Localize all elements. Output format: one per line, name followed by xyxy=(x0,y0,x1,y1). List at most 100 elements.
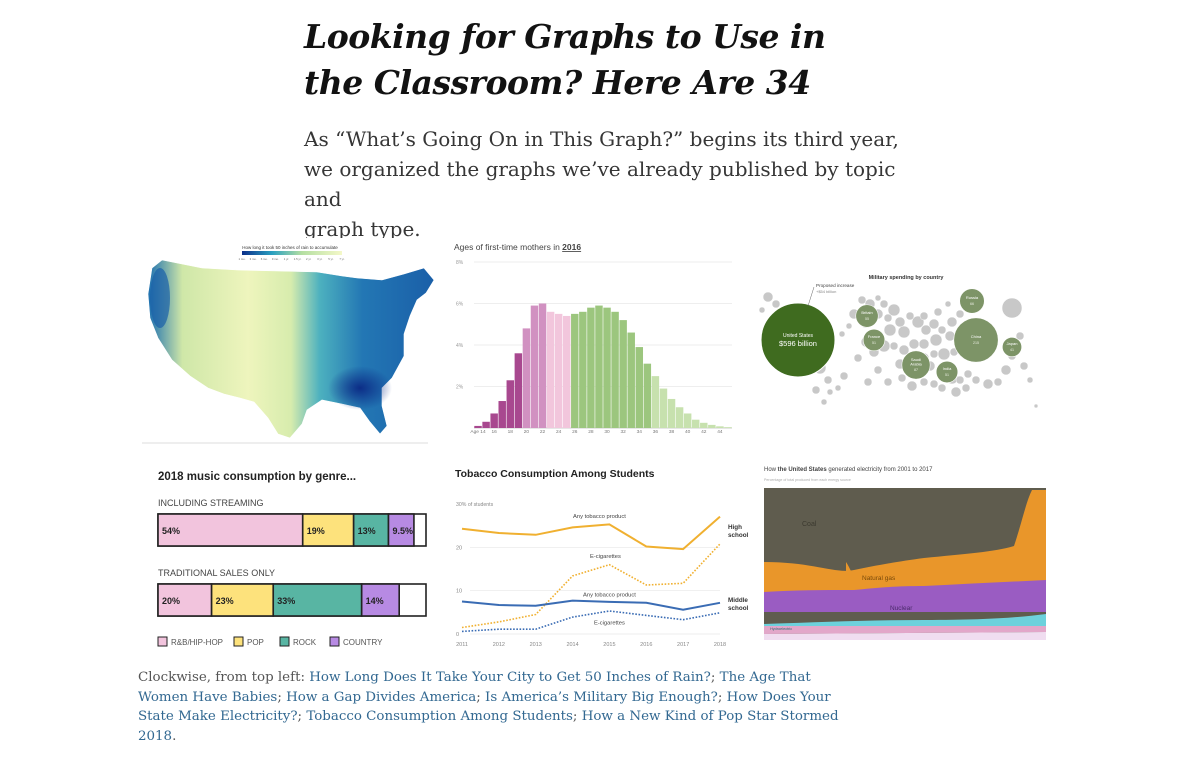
tobacco-end-label: school xyxy=(728,532,749,539)
other-country-bubble xyxy=(906,380,918,392)
country-value: 51 xyxy=(872,341,876,345)
tobacco-inline-label: E-cigarettes xyxy=(594,620,625,626)
music-segment-label: 33% xyxy=(277,596,295,606)
caption-separator: ; xyxy=(572,709,582,724)
mothers-bar xyxy=(683,413,692,428)
other-country-bubble xyxy=(955,309,965,319)
music-segment xyxy=(301,513,355,547)
mothers-xtick-label: 16 xyxy=(491,429,497,434)
caption-link[interactable]: How a Gap Divides America xyxy=(286,689,477,705)
tobacco-xtick-label: 2017 xyxy=(677,642,689,648)
caption-link[interactable]: How Does Your State Make Electricity? xyxy=(138,689,831,725)
tobacco-xtick-label: 2013 xyxy=(530,642,542,648)
tobacco-line xyxy=(461,543,721,629)
mothers-bar xyxy=(522,328,531,428)
us-bubble-value: $596 billion xyxy=(779,339,817,348)
tobacco-inline-label: Any tobacco product xyxy=(583,592,636,598)
tobacco-ytick-label: 10 xyxy=(456,589,462,595)
mothers-xtick-label: 26 xyxy=(572,429,578,434)
mothers-bar xyxy=(546,311,555,428)
rain-legend-label: 1 yr. xyxy=(284,257,290,261)
other-country-bubble xyxy=(919,377,929,387)
music-segment xyxy=(352,513,390,547)
mothers-bar xyxy=(643,363,652,428)
mothers-xtick-label: 42 xyxy=(701,429,707,434)
tobacco-xtick-label: 2014 xyxy=(566,642,578,648)
country-bubble xyxy=(953,317,999,363)
mothers-xtick-label: 44 xyxy=(717,429,723,434)
image-caption: Clockwise, from top left: How Long Does … xyxy=(138,668,858,746)
pacific-northwest-region xyxy=(150,268,170,328)
country-bubble xyxy=(862,328,886,352)
other-country-bubble xyxy=(929,379,939,389)
country-name: India xyxy=(943,366,952,371)
mothers-bar xyxy=(571,313,579,428)
music-segment xyxy=(157,513,304,547)
natural-gas-label: Natural gas xyxy=(862,575,896,582)
music-legend: R&B/HIP-HOP POP ROCK COUNTRY xyxy=(157,636,383,647)
mothers-bar xyxy=(708,424,716,428)
caption-link[interactable]: How a New Kind of Pop Star Stormed 2018 xyxy=(138,709,839,744)
country-name: China xyxy=(971,334,982,339)
area-hydroelectric xyxy=(764,614,1046,626)
rain-legend-title: How long it took 50 inches of rain to ac… xyxy=(242,245,338,250)
mothers-bar xyxy=(716,426,724,428)
other-country-bubble xyxy=(863,377,873,387)
music-segment-label: 19% xyxy=(307,526,325,536)
caption-prefix: Clockwise, from top left: xyxy=(138,670,310,685)
other-country-bubble xyxy=(758,306,766,314)
music-legend-label: COUNTRY xyxy=(343,638,383,647)
other-country-bubble xyxy=(834,384,842,392)
caption-link[interactable]: The Age That Women Have Babies xyxy=(138,670,811,705)
mothers-ytick-label: 8% xyxy=(456,260,464,266)
country-value: 55 xyxy=(865,317,869,321)
tobacco-x-axis: 2011 2012 2013 2014 2015 2016 2017 2018 xyxy=(456,642,726,648)
country-value: 41 xyxy=(1010,348,1014,352)
tobacco-line xyxy=(461,515,721,551)
other-country-bubble xyxy=(853,353,863,363)
mothers-bar xyxy=(651,376,660,428)
rain-legend-label: 7 yr. xyxy=(339,257,345,261)
tobacco-chart-panel: Tobacco Consumption Among Students 30% o… xyxy=(452,462,756,654)
tobacco-chart: Tobacco Consumption Among Students 30% o… xyxy=(455,468,749,648)
summary-line-1: As “What’s Going On in This Graph?” begi… xyxy=(304,127,899,151)
tobacco-end-label: High xyxy=(728,524,742,531)
military-bubble-russia: Russia 66 xyxy=(959,288,985,314)
rain-legend-label: 3 yr. xyxy=(317,257,323,261)
summary-line-2: we organized the graphs we’ve already pu… xyxy=(304,157,896,211)
country-value: 87 xyxy=(914,368,918,372)
other-country-bubble xyxy=(839,371,849,381)
music-legend-swatch xyxy=(157,636,168,647)
tobacco-xtick-label: 2011 xyxy=(456,642,468,648)
military-chart-title: Military spending by country xyxy=(869,275,945,281)
music-segment-label: 20% xyxy=(162,596,180,606)
music-legend-swatch xyxy=(279,636,290,647)
country-bubble xyxy=(1001,336,1023,358)
music-legend-label: ROCK xyxy=(293,638,317,647)
other-country-bubble xyxy=(897,373,907,383)
mothers-xtick-label: 28 xyxy=(588,429,594,434)
tobacco-labels: Any tobacco product E-cigarettes Any tobac… xyxy=(573,514,749,627)
music-chart-panel: 2018 music consumption by genre... INCLU… xyxy=(142,458,434,654)
mothers-bar xyxy=(611,311,619,428)
mothers-bar xyxy=(474,425,482,428)
mothers-bar xyxy=(562,315,571,428)
music-segment-label: 13% xyxy=(358,526,376,536)
other-country-bubble xyxy=(919,311,929,321)
rain-legend-label: 9 mo. xyxy=(272,257,279,261)
caption-link[interactable]: How Long Does It Take Your City to Get 5… xyxy=(309,670,711,685)
other-country-bubble xyxy=(944,300,952,308)
coal-label: Coal xyxy=(802,521,817,528)
mothers-chart-panel: Ages of first-time mothers in 2016 8% 6% 4… xyxy=(452,238,736,434)
caption-link[interactable]: Is America’s Military Big Enough? xyxy=(485,689,718,705)
music-legend-swatch xyxy=(233,636,244,647)
caption-link[interactable]: Tobacco Consumption Among Students xyxy=(306,709,573,724)
mothers-ytick-label: 2% xyxy=(456,385,464,391)
other-country-bubble xyxy=(845,322,853,330)
tobacco-chart-title: Tobacco Consumption Among Students xyxy=(455,468,655,480)
mothers-bar xyxy=(619,320,627,428)
southeast-region xyxy=(328,366,392,410)
rain-map-panel: How long it took 50 inches of rain to ac… xyxy=(142,238,434,444)
tobacco-end-label: Middle xyxy=(728,597,748,604)
other-country-bubble xyxy=(889,341,899,351)
